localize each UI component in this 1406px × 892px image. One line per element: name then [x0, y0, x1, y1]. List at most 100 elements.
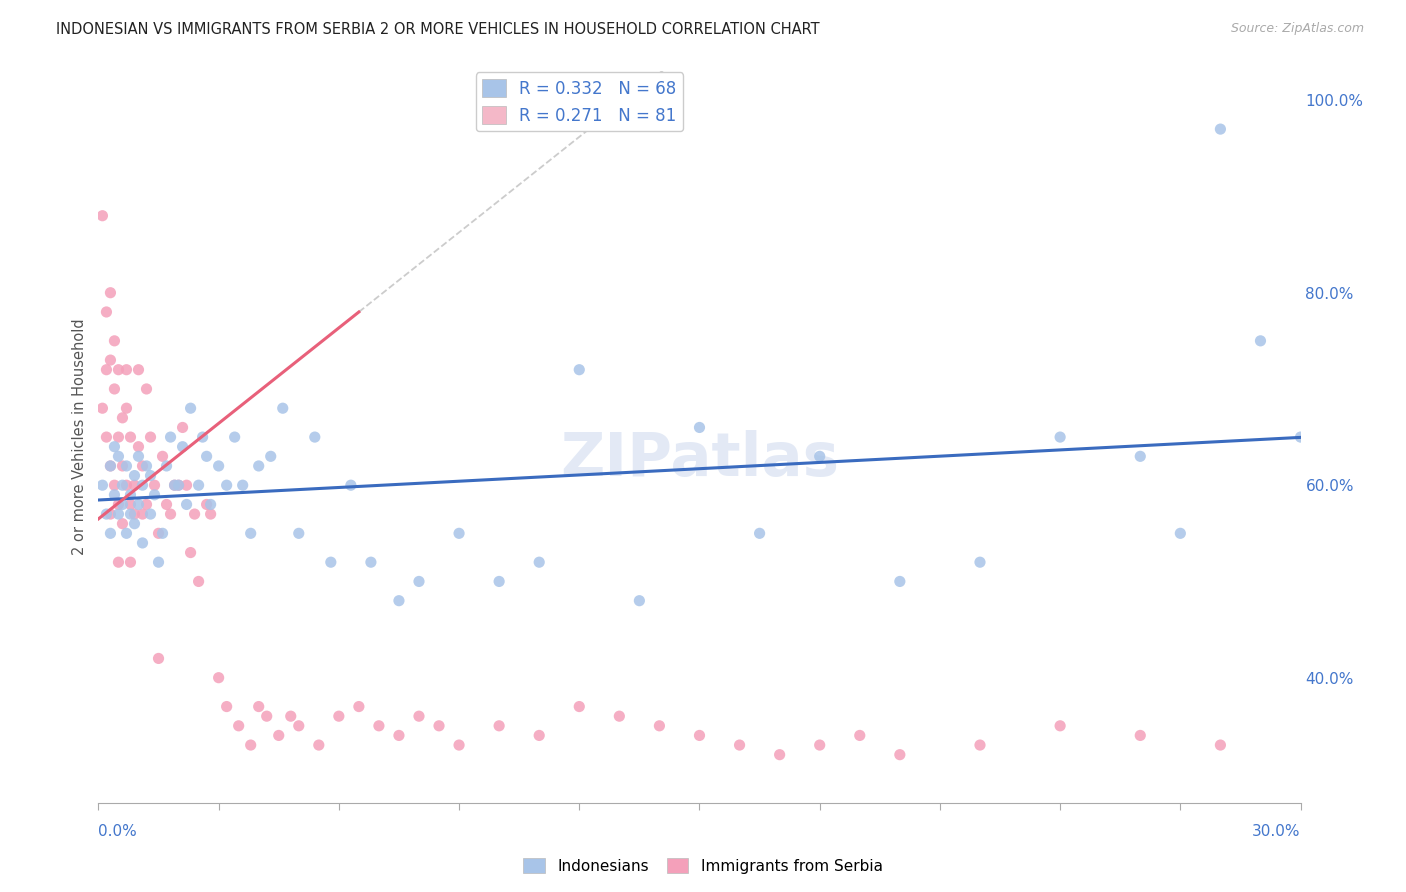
Point: [131, 458, 153, 473]
Point: [100, 507, 122, 521]
Point: [111, 516, 134, 531]
Point: [347, 699, 370, 714]
Point: [148, 526, 170, 541]
Point: [239, 526, 262, 541]
Point: [107, 498, 129, 512]
Point: [115, 401, 138, 416]
Point: [100, 526, 122, 541]
Point: [107, 507, 129, 521]
Point: [1250, 334, 1272, 348]
Point: [180, 401, 202, 416]
Point: [176, 498, 198, 512]
Point: [689, 728, 711, 742]
Point: [131, 478, 153, 492]
Point: [111, 478, 134, 492]
Point: [103, 334, 125, 348]
Point: [120, 555, 142, 569]
Point: [120, 488, 142, 502]
Point: [728, 738, 751, 752]
Point: [120, 498, 142, 512]
Point: [111, 498, 134, 512]
Point: [568, 362, 591, 376]
Point: [131, 507, 153, 521]
Point: [247, 699, 270, 714]
Point: [304, 430, 326, 444]
Text: 30.0%: 30.0%: [1253, 824, 1301, 839]
Point: [260, 450, 283, 464]
Point: [115, 458, 138, 473]
Point: [135, 382, 157, 396]
Point: [748, 526, 770, 541]
Point: [91, 209, 114, 223]
Point: [124, 516, 146, 531]
Point: [128, 498, 150, 512]
Point: [103, 488, 125, 502]
Point: [124, 478, 146, 492]
Text: INDONESIAN VS IMMIGRANTS FROM SERBIA 2 OR MORE VEHICLES IN HOUSEHOLD CORRELATION: INDONESIAN VS IMMIGRANTS FROM SERBIA 2 O…: [56, 22, 820, 37]
Point: [167, 478, 190, 492]
Point: [447, 526, 470, 541]
Point: [135, 498, 157, 512]
Point: [155, 458, 177, 473]
Point: [96, 507, 118, 521]
Point: [1129, 450, 1152, 464]
Point: [139, 468, 162, 483]
Point: [128, 362, 150, 376]
Point: [103, 478, 125, 492]
Point: [120, 430, 142, 444]
Point: [529, 728, 551, 742]
Point: [172, 440, 194, 454]
Point: [115, 478, 138, 492]
Point: [208, 458, 231, 473]
Point: [103, 382, 125, 396]
Point: [239, 738, 262, 752]
Point: [447, 738, 470, 752]
Point: [408, 574, 430, 589]
Point: [163, 478, 186, 492]
Point: [111, 458, 134, 473]
Point: [1209, 122, 1232, 136]
Point: [96, 362, 118, 376]
Point: [107, 450, 129, 464]
Text: 0.0%: 0.0%: [98, 824, 138, 839]
Point: [159, 507, 181, 521]
Point: [200, 498, 222, 512]
Point: [280, 709, 302, 723]
Point: [1129, 728, 1152, 742]
Point: [120, 507, 142, 521]
Point: [195, 450, 218, 464]
Point: [107, 430, 129, 444]
Point: [288, 526, 311, 541]
Point: [163, 478, 186, 492]
Point: [408, 709, 430, 723]
Point: [100, 458, 122, 473]
Point: [195, 498, 218, 512]
Point: [103, 440, 125, 454]
Point: [388, 728, 411, 742]
Point: [808, 738, 831, 752]
Point: [368, 719, 391, 733]
Point: [91, 478, 114, 492]
Point: [107, 555, 129, 569]
Point: [148, 651, 170, 665]
Point: [247, 458, 270, 473]
Point: [628, 593, 651, 607]
Point: [128, 450, 150, 464]
Point: [124, 468, 146, 483]
Point: [128, 440, 150, 454]
Point: [180, 545, 202, 559]
Point: [224, 430, 246, 444]
Point: [215, 478, 238, 492]
Point: [256, 709, 278, 723]
Point: [172, 420, 194, 434]
Point: [115, 362, 138, 376]
Point: [568, 699, 591, 714]
Point: [139, 507, 162, 521]
Point: [1209, 738, 1232, 752]
Point: [143, 488, 166, 502]
Point: [340, 478, 363, 492]
Point: [228, 719, 250, 733]
Point: [488, 574, 510, 589]
Point: [328, 709, 350, 723]
Point: [969, 555, 991, 569]
